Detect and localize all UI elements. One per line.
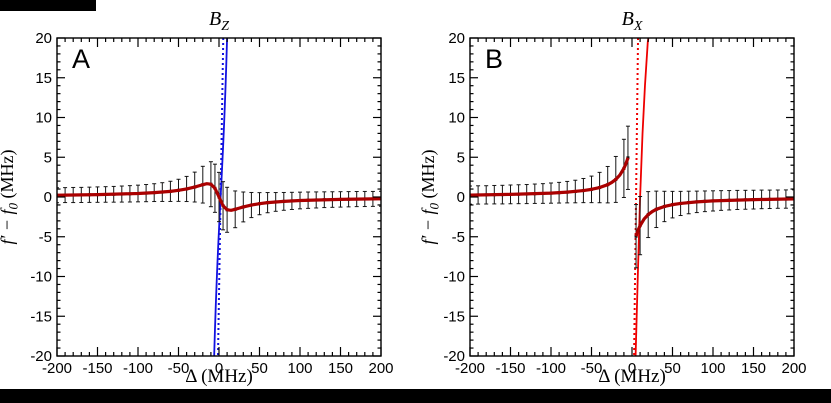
fit-curve-left	[470, 157, 630, 197]
panel-b-title-sub: X	[633, 19, 643, 34]
model-line-dotted	[633, 38, 640, 356]
y-tick-label: 5	[44, 149, 52, 166]
y-tick-label: -20	[30, 348, 52, 365]
panel-a-title-main: B	[208, 8, 222, 30]
x-axis-ticks: -200 -150 -100 -50 0 50 100 150 200	[455, 38, 807, 377]
y-tick-label: -10	[30, 269, 52, 286]
bottom-black-bar	[0, 389, 831, 403]
y-tick-label: 10	[448, 110, 465, 127]
panel-b-y-title-main: f′ − f	[418, 209, 438, 245]
panel-b-y-title-sub: 0	[426, 202, 442, 210]
y-tick-label: 15	[35, 70, 52, 87]
panel-a-y-title-sub: 0	[5, 202, 21, 210]
panel-a-x-axis-title: Δ (MHz)	[185, 366, 253, 387]
fit-curve-right	[634, 197, 794, 237]
panel-b-y-axis-title: f′ − f0 (MHz)	[418, 102, 442, 292]
model-line-solid	[634, 38, 650, 356]
panel-a-letter: A	[72, 44, 91, 74]
panel-a-y-axis-title: f′ − f0 (MHz)	[0, 102, 21, 292]
x-tick-label: -50	[168, 360, 190, 377]
x-tick-label: -100	[123, 360, 153, 377]
x-tick-label: 100	[287, 360, 312, 377]
x-tick-label: -200	[455, 360, 485, 377]
y-tick-label: 5	[457, 149, 465, 166]
panel-b: -200 -150 -100 -50 0 50 100 150 200-20-15-10-505…	[443, 30, 806, 377]
panel-b-letter: B	[485, 44, 504, 74]
x-tick-label: 200	[781, 360, 806, 377]
x-tick-label: -150	[82, 360, 112, 377]
x-tick-label: 150	[328, 360, 353, 377]
panel-b-y-title-unit: (MHz)	[418, 149, 438, 203]
panel-b-title: BX	[470, 8, 794, 35]
panel-a: -200 -150 -100 -50 0 50 100 150 200-20-15-10-505…	[30, 30, 393, 377]
x-tick-label: 50	[251, 360, 268, 377]
panel-b-title-main: B	[621, 8, 634, 30]
x-tick-label: 0	[215, 360, 223, 377]
y-tick-label: -5	[39, 229, 52, 246]
panel-a-title: BZ	[57, 8, 381, 35]
y-axis-ticks: -20 -15 -10 -5 0 5 10 15 20	[443, 30, 794, 365]
x-tick-label: 50	[664, 360, 681, 377]
panel-b-x-axis-title: Δ (MHz)	[598, 366, 666, 387]
y-tick-label: -20	[443, 348, 465, 365]
y-tick-label: 15	[448, 70, 465, 87]
top-left-black-bar	[0, 0, 96, 11]
x-axis-ticks: -200 -150 -100 -50 0 50 100 150 200	[42, 38, 394, 377]
x-tick-label: 150	[741, 360, 766, 377]
panel-a-y-title-unit: (MHz)	[0, 149, 17, 199]
y-tick-label: -5	[452, 229, 465, 246]
y-axis-ticks: -20 -15 -10 -5 0 5 10 15 20	[30, 30, 381, 365]
x-tick-label: -200	[42, 360, 72, 377]
panel-a-title-sub: Z	[221, 19, 229, 34]
y-tick-label: -15	[30, 308, 52, 325]
y-tick-label: 0	[457, 189, 465, 206]
y-tick-label: -10	[443, 269, 465, 286]
y-tick-label: -15	[443, 308, 465, 325]
y-tick-label: 20	[35, 30, 52, 47]
y-tick-label: 10	[35, 110, 52, 127]
x-tick-label: 0	[628, 360, 636, 377]
x-tick-label: -100	[536, 360, 566, 377]
series-layer	[57, 38, 381, 356]
series-layer	[470, 38, 794, 356]
model-line-dotted	[216, 38, 225, 356]
y-tick-label: 0	[44, 189, 52, 206]
data-points	[470, 125, 794, 269]
x-tick-label: 200	[368, 360, 393, 377]
x-tick-label: -50	[581, 360, 603, 377]
x-tick-label: 100	[700, 360, 725, 377]
y-tick-label: 20	[448, 30, 465, 47]
panel-a-y-title-main: f′ − f	[0, 209, 17, 245]
x-tick-label: -150	[495, 360, 525, 377]
fit-curve	[57, 182, 381, 212]
